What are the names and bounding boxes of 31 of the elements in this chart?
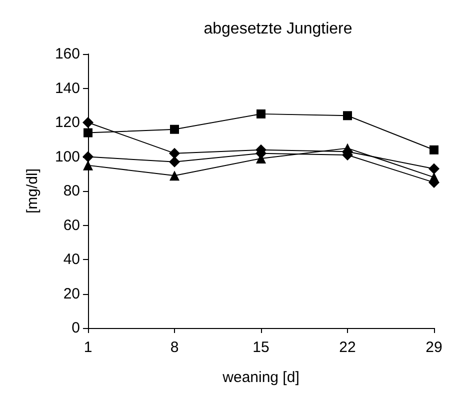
point [169,156,180,168]
x-tick-label: 29 [426,339,442,356]
y-tick-label: 60 [63,216,80,234]
x-tick-label: 15 [252,339,270,356]
x-tick-label: 22 [339,339,356,356]
y-axis-title: [mg/dl] [24,168,41,214]
point [170,124,179,134]
point [343,111,352,120]
point [169,148,180,159]
point [342,143,352,154]
x-axis-title: weaning [d] [222,369,300,386]
y-tick-label: 20 [63,285,80,302]
point [170,170,180,181]
y-tick-label: 40 [63,251,80,268]
y-tick-label: 100 [54,148,80,166]
point [430,145,438,154]
point [429,172,439,182]
x-tick-label: 8 [170,339,179,356]
point [84,128,92,138]
y-tick-label: 140 [54,80,80,97]
point [428,163,440,174]
point [83,160,93,170]
x-tick-label: 1 [84,339,92,356]
point [82,151,94,162]
point [82,117,94,128]
point [256,109,266,118]
y-tick-label: 160 [54,46,80,62]
y-tick-label: 120 [54,114,80,131]
y-tick-label: 80 [63,182,80,200]
chart-title: abgesetzte Jungtiere [204,20,352,38]
y-tick-label: 0 [72,320,80,336]
